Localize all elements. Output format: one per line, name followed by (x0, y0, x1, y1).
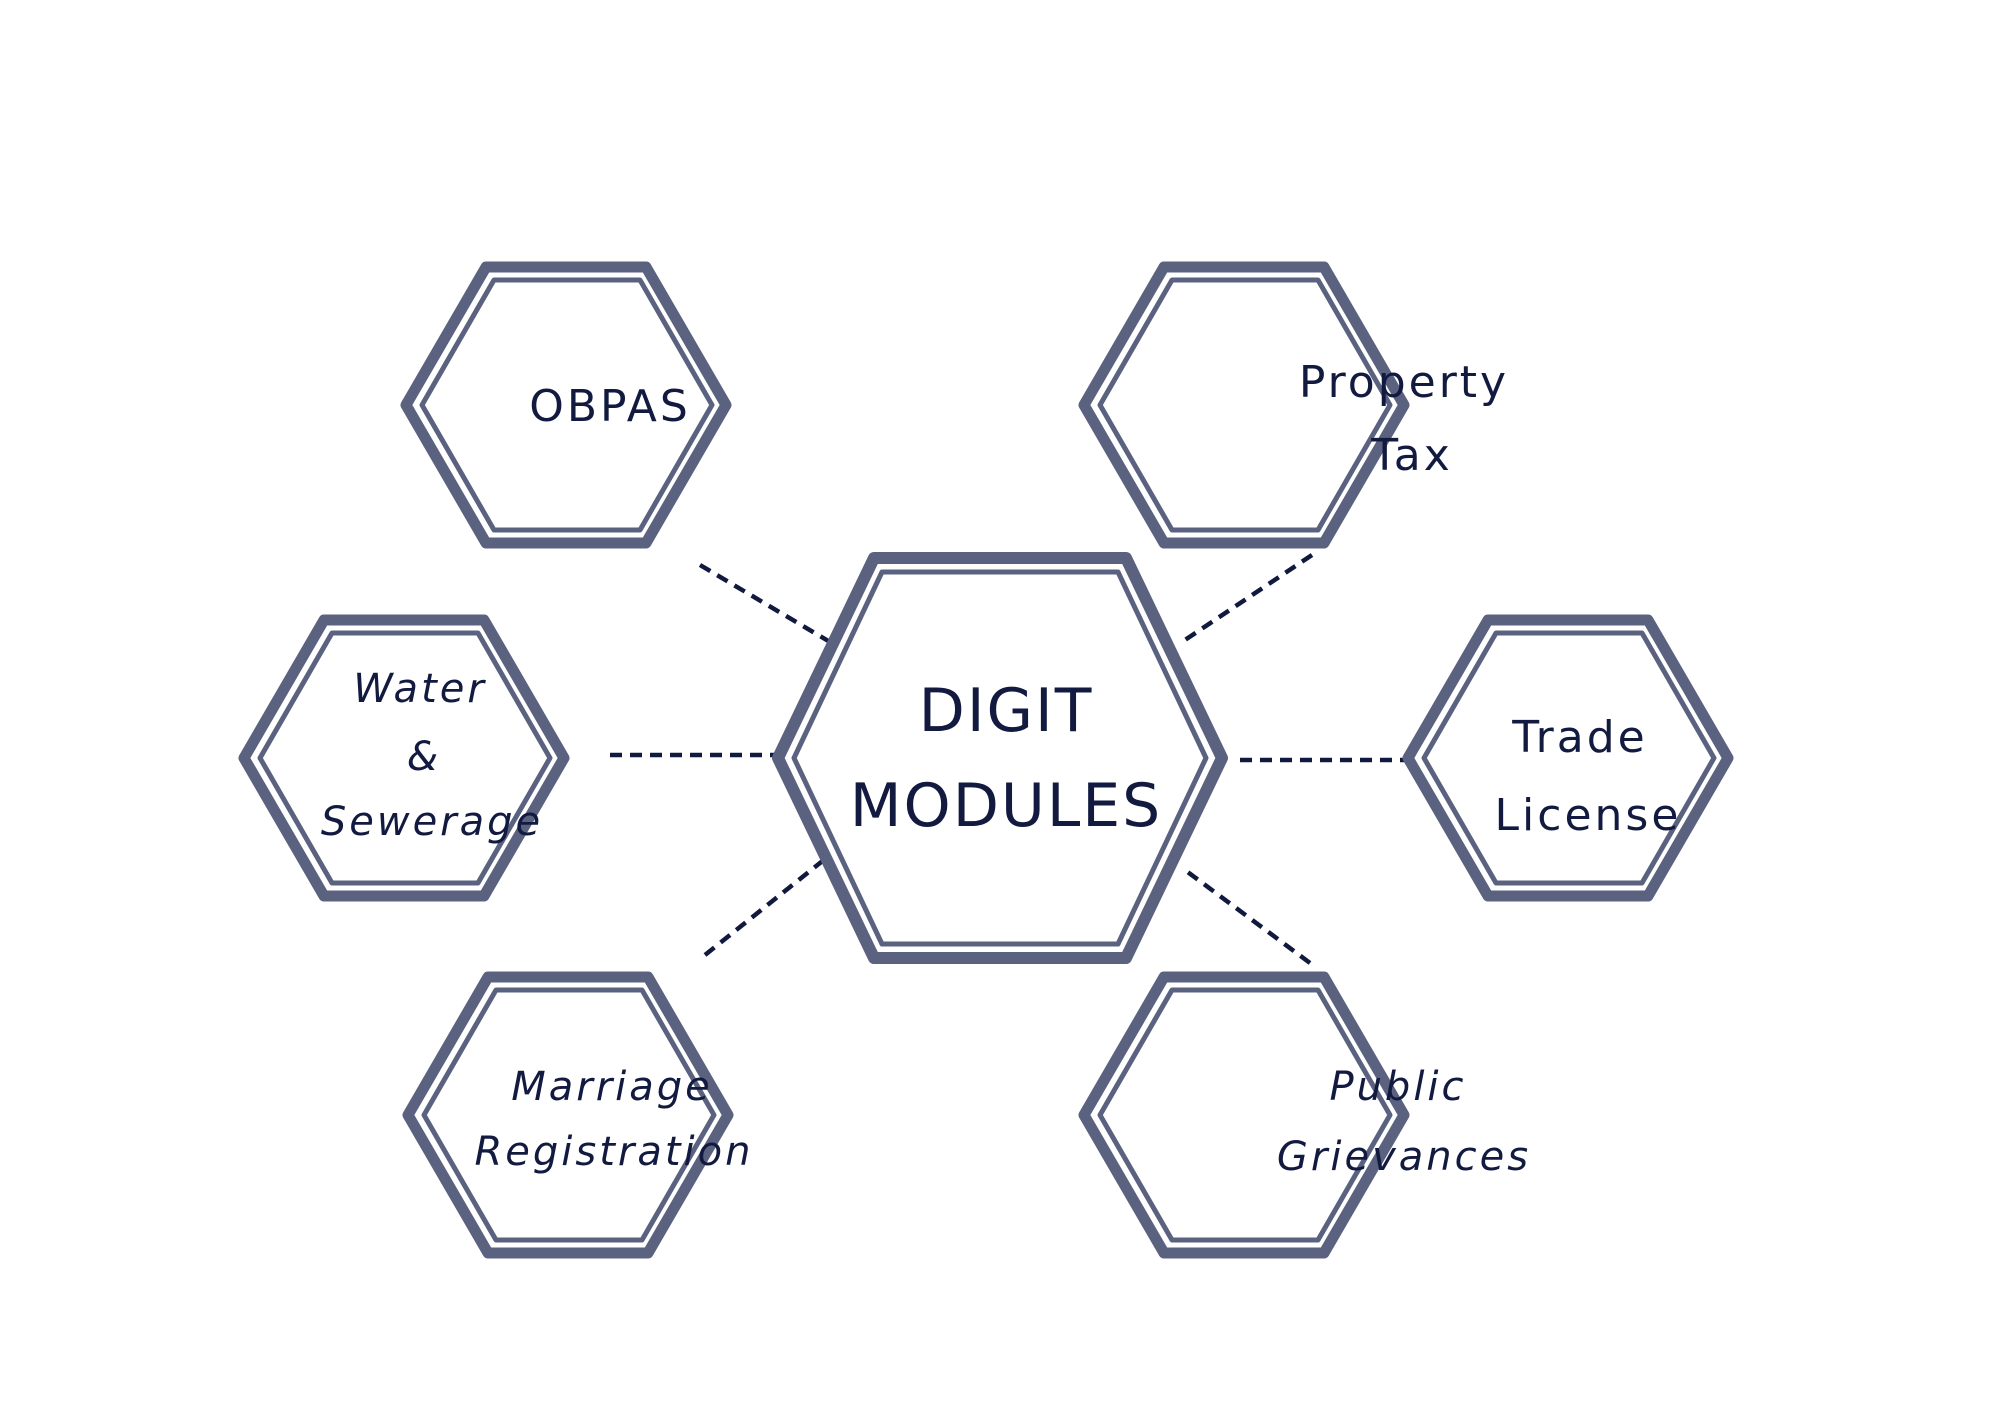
module-label-line1: Trade (1511, 712, 1647, 763)
center-hub: DIGIT MODULES (772, 552, 1228, 964)
hexagon-inner-outline (1097, 987, 1393, 1243)
module-property-tax: Property Tax (1078, 261, 1509, 549)
connectors (610, 553, 1410, 965)
connector-public-grievances (1183, 868, 1312, 965)
module-label-line1: Water (353, 666, 487, 712)
module-public-grievances: Public Grievances (1078, 971, 1531, 1259)
hexagon-outline (772, 552, 1228, 964)
center-title-line2: MODULES (850, 771, 1163, 841)
module-label-line2: Tax (1370, 430, 1453, 481)
module-obpas: OBPAS (400, 261, 732, 549)
hexagon-outline (238, 614, 570, 902)
module-label-line3: Sewerage (321, 799, 543, 845)
hexagon-inner-outline (257, 630, 553, 886)
module-label-line2: & (407, 734, 441, 780)
module-label-line2: License (1495, 790, 1682, 841)
module-label-line1: Property (1299, 357, 1509, 408)
hexagon-outline (1402, 614, 1734, 902)
module-label-line1: Public (1329, 1064, 1466, 1110)
connector-obpas (698, 563, 832, 644)
hexagon-inner-outline (1097, 277, 1393, 533)
hexagon-outline (1078, 971, 1410, 1259)
module-label: OBPAS (529, 381, 691, 432)
module-label-line1: Marriage (511, 1064, 713, 1110)
hexagon-outline (400, 261, 732, 549)
connector-property-tax (1183, 553, 1314, 642)
module-label-line2: Registration (474, 1129, 753, 1175)
hexagon-inner-outline (1421, 630, 1717, 886)
hexagon-inner-outline (791, 569, 1209, 947)
hexagon-outline (1078, 261, 1410, 549)
hexagon-inner-outline (419, 277, 715, 533)
hexagon-outline (402, 971, 734, 1259)
connector-marriage-registration (703, 853, 832, 957)
module-marriage-registration: Marriage Registration (402, 971, 753, 1259)
module-trade-license: Trade License (1402, 614, 1734, 902)
hexagon-inner-outline (421, 987, 717, 1243)
module-water-sewerage: Water & Sewerage (238, 614, 570, 902)
center-title-line1: DIGIT (919, 676, 1094, 746)
module-label-line2: Grievances (1277, 1134, 1531, 1180)
